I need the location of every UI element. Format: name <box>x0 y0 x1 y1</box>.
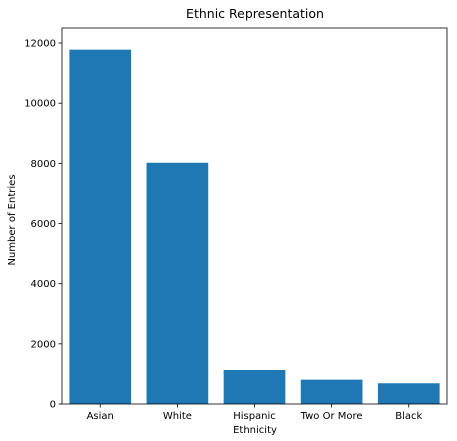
y-tick-label: 4000 <box>31 279 56 290</box>
plot-area: 0 2000 4000 6000 8000 10000 12000 Asian White His… <box>24 27 448 422</box>
y-tick-label: 6000 <box>31 219 56 230</box>
bar-black <box>377 383 440 404</box>
x-tick-label: White <box>163 411 192 422</box>
x-tick-label: Two Or More <box>300 411 363 422</box>
x-tick-label: Black <box>395 411 422 422</box>
bar-two-or-more <box>300 379 363 404</box>
x-tick-label: Hispanic <box>233 411 276 422</box>
y-axis-label: Number of Entries <box>7 175 18 266</box>
x-tick-label: Asian <box>87 411 114 422</box>
y-tick-label: 0 <box>50 400 56 411</box>
bar-hispanic <box>223 370 286 404</box>
y-tick-label: 8000 <box>31 159 56 170</box>
y-tick-label: 2000 <box>31 339 56 350</box>
bar-white <box>146 162 209 404</box>
bar-asian <box>69 49 132 405</box>
y-tick-label: 12000 <box>24 39 56 50</box>
chart-title: Ethnic Representation <box>186 6 324 21</box>
y-tick-label: 10000 <box>24 99 56 110</box>
x-axis-label: Ethnicity <box>233 425 277 436</box>
